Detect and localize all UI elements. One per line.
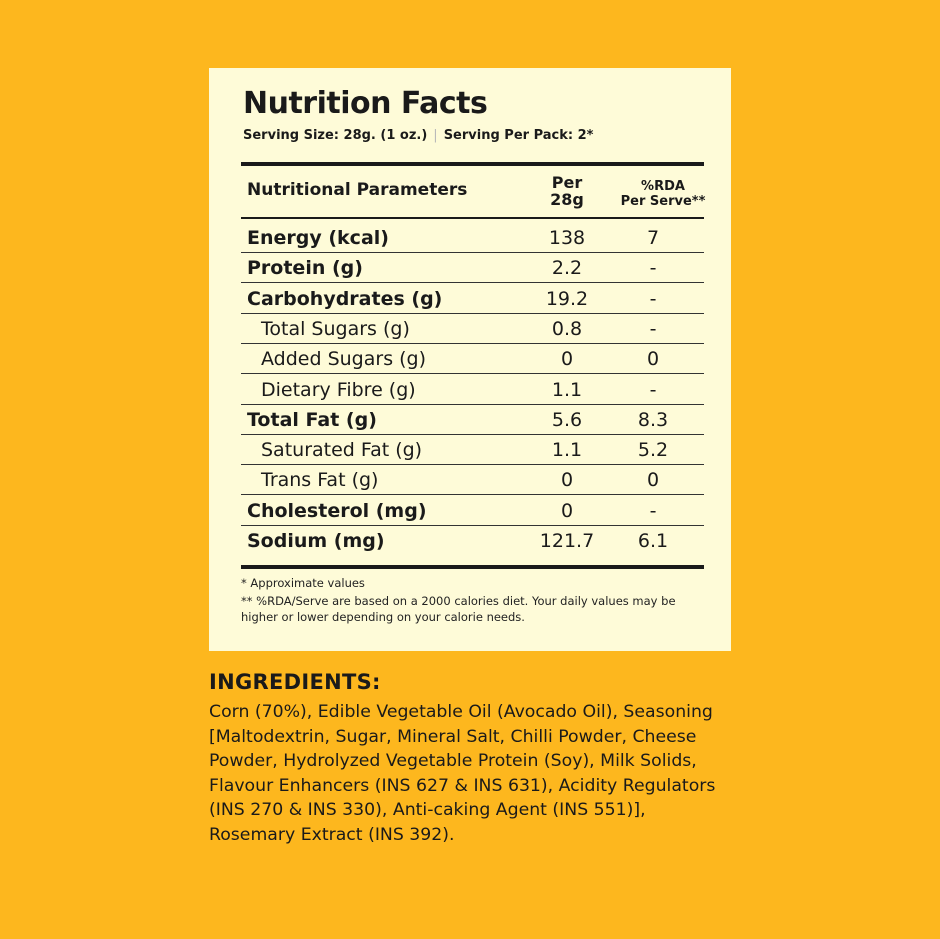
row-rda: -	[649, 378, 657, 401]
row-per-28g: 0	[560, 469, 574, 492]
row-name: Total Fat (g)	[247, 408, 377, 431]
row-rda: 5.2	[637, 439, 669, 462]
table-row: Trans Fat (g) 0 0	[241, 465, 704, 496]
row-name: Cholesterol (mg)	[247, 499, 427, 522]
row-name: Sodium (mg)	[247, 530, 385, 552]
table-row: Carbohydrates (g) 19.2 -	[241, 284, 704, 314]
row-per-28g: 1.1	[551, 439, 583, 462]
header-rule	[241, 217, 704, 219]
serving-size: Serving Size: 28g. (1 oz.)	[243, 128, 428, 143]
row-rda: 0	[646, 348, 660, 371]
row-rda: -	[649, 317, 657, 340]
table-row: Total Fat (g) 5.6 8.3	[241, 405, 704, 435]
serving-separator: |	[433, 128, 438, 143]
top-rule	[241, 162, 704, 166]
row-per-28g: 138	[548, 227, 586, 249]
footnote-rda: ** %RDA/Serve are based on a 2000 calori…	[241, 594, 676, 624]
header-per-line2: 28g	[550, 190, 584, 209]
serving-info: Serving Size: 28g. (1 oz.) | Serving Per P…	[243, 128, 593, 143]
row-per-28g: 0	[560, 348, 574, 371]
table-row: Energy (kcal) 138 7	[241, 223, 704, 253]
ingredients-text: Corn (70%), Edible Vegetable Oil (Avocad…	[209, 702, 716, 845]
row-per-28g: 19.2	[545, 287, 589, 310]
row-per-28g: 121.7	[539, 530, 595, 552]
row-name: Added Sugars (g)	[261, 348, 427, 371]
row-name: Saturated Fat (g)	[261, 439, 423, 462]
row-rda: -	[649, 257, 657, 280]
row-name: Dietary Fibre (g)	[261, 378, 416, 401]
header-param: Nutritional Parameters	[247, 180, 468, 200]
table-row: Added Sugars (g) 0 0	[241, 344, 704, 375]
row-per-28g: 0.8	[551, 317, 583, 340]
header-rda-line2: Per Serve**	[620, 194, 706, 209]
table-row: Sodium (mg) 121.7 6.1	[241, 526, 704, 556]
row-per-28g: 1.1	[551, 378, 583, 401]
row-name: Total Sugars (g)	[261, 317, 410, 340]
header-rda: %RDA Per Serve**	[603, 179, 723, 209]
table-row: Dietary Fibre (g) 1.1 -	[241, 375, 704, 405]
row-rda: 7	[646, 227, 660, 249]
row-rda: 8.3	[637, 408, 669, 431]
row-rda: 6.1	[637, 530, 669, 552]
servings-per-pack: Serving Per Pack: 2*	[443, 128, 594, 143]
bottom-rule	[241, 565, 704, 569]
header-per-line1: Per	[551, 173, 583, 192]
nutrition-title: Nutrition Facts	[243, 86, 488, 121]
row-name: Protein (g)	[247, 257, 363, 280]
row-name: Energy (kcal)	[247, 227, 389, 249]
row-name: Trans Fat (g)	[261, 469, 379, 492]
row-rda: 0	[646, 469, 660, 492]
table-row: Total Sugars (g) 0.8 -	[241, 314, 704, 344]
footnote-approx: * Approximate values	[241, 576, 365, 590]
row-name: Carbohydrates (g)	[247, 287, 443, 310]
row-rda: -	[649, 287, 657, 310]
header-rda-line1: %RDA	[641, 179, 685, 194]
table-row: Cholesterol (mg) 0 -	[241, 496, 704, 526]
table-row: Protein (g) 2.2 -	[241, 253, 704, 284]
header-per: Per 28g	[535, 174, 599, 208]
table-row: Saturated Fat (g) 1.1 5.2	[241, 435, 704, 466]
row-per-28g: 2.2	[551, 257, 583, 280]
nutrition-facts-panel: Nutrition Facts Serving Size: 28g. (1 oz…	[209, 68, 731, 651]
row-per-28g: 0	[560, 499, 574, 522]
row-rda: -	[649, 499, 657, 522]
ingredients-title: INGREDIENTS:	[209, 670, 381, 694]
row-per-28g: 5.6	[551, 408, 583, 431]
